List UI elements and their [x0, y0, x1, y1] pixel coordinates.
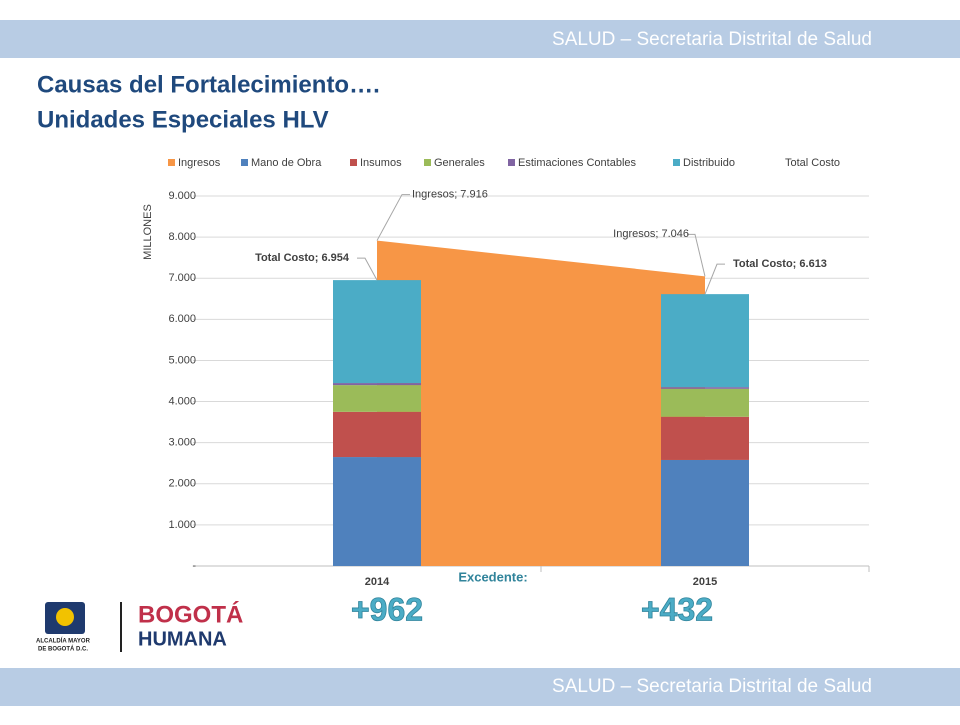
leader-line: [687, 233, 706, 277]
emblem: [56, 608, 74, 626]
data-label: Ingresos; 7.916: [412, 188, 488, 200]
y-tick-label: -: [192, 560, 196, 572]
legend-label: Ingresos: [178, 157, 221, 169]
data-label: Total Costo; 6.954: [255, 252, 350, 264]
y-tick-label: 4.000: [168, 395, 196, 407]
x-tick-label: 2015: [693, 576, 717, 588]
y-tick-label: 2.000: [168, 478, 196, 490]
footer-band: [0, 668, 960, 706]
legend-label: Total Costo: [785, 157, 840, 169]
title: Unidades Especiales HLV: [37, 106, 329, 133]
logo-text: BOGOTÁ: [138, 600, 243, 628]
data-label: Ingresos; 7.046: [613, 228, 689, 240]
logo-alcaldia: ALCALDÍA MAYOR DE BOGOTÁ D.C. BOGOTÁ HUM…: [36, 600, 243, 652]
footer-text: SALUD – Secretaria Distrital de Salud: [552, 676, 872, 697]
y-axis-label: MILLONES: [142, 204, 154, 260]
bar-segment: [333, 411, 421, 458]
logo-text: DE BOGOTÁ D.C.: [38, 646, 88, 653]
bar-segment: [661, 459, 749, 566]
leader-line: [357, 257, 378, 281]
legend-label: Distribuido: [683, 157, 735, 169]
y-tick-label: 6.000: [168, 313, 196, 325]
y-tick-label: 1.000: [168, 519, 196, 531]
legend-swatch: [673, 159, 680, 166]
leader-line: [704, 263, 725, 295]
legend-swatch: [168, 159, 175, 166]
bar-segment: [333, 457, 421, 566]
y-tick-label: 3.000: [168, 437, 196, 449]
leader-line: [376, 194, 410, 241]
annotation-value: +962: [351, 591, 423, 627]
y-tick-label: 8.000: [168, 231, 196, 243]
legend-label: Insumos: [360, 157, 402, 169]
x-tick-label: 2014: [365, 576, 390, 588]
data-label: Total Costo; 6.613: [733, 258, 827, 270]
bar-segment: [661, 416, 749, 460]
bar-segment: [333, 385, 421, 412]
header-text: SALUD – Secretaria Distrital de Salud: [552, 29, 872, 50]
y-tick-label: 5.000: [168, 354, 196, 366]
header-band: [0, 20, 960, 58]
bar-segment: [333, 383, 421, 386]
area: [377, 240, 705, 566]
title: Causas del Fortalecimiento….: [37, 71, 380, 98]
bar-segment: [333, 280, 421, 384]
plot: [193, 195, 869, 567]
annotation-value: +432: [641, 591, 713, 627]
logo-text: ALCALDÍA MAYOR: [36, 637, 91, 645]
legend-swatch: [508, 159, 515, 166]
legend-swatch: [350, 159, 357, 166]
legend-label: Estimaciones Contables: [518, 157, 637, 169]
logo-text: HUMANA: [138, 628, 227, 650]
legend-label: Mano de Obra: [251, 157, 322, 169]
legend-swatch: [241, 159, 248, 166]
bar-segment: [661, 388, 749, 417]
annotation-label: Excedente:: [458, 569, 527, 584]
bar-segment: [661, 294, 749, 388]
y-tick-label: 7.000: [168, 272, 196, 284]
legend-label: Generales: [434, 157, 485, 169]
y-tick-label: 9.000: [168, 190, 196, 202]
legend-swatch: [424, 159, 431, 166]
bar-segment: [661, 387, 749, 389]
